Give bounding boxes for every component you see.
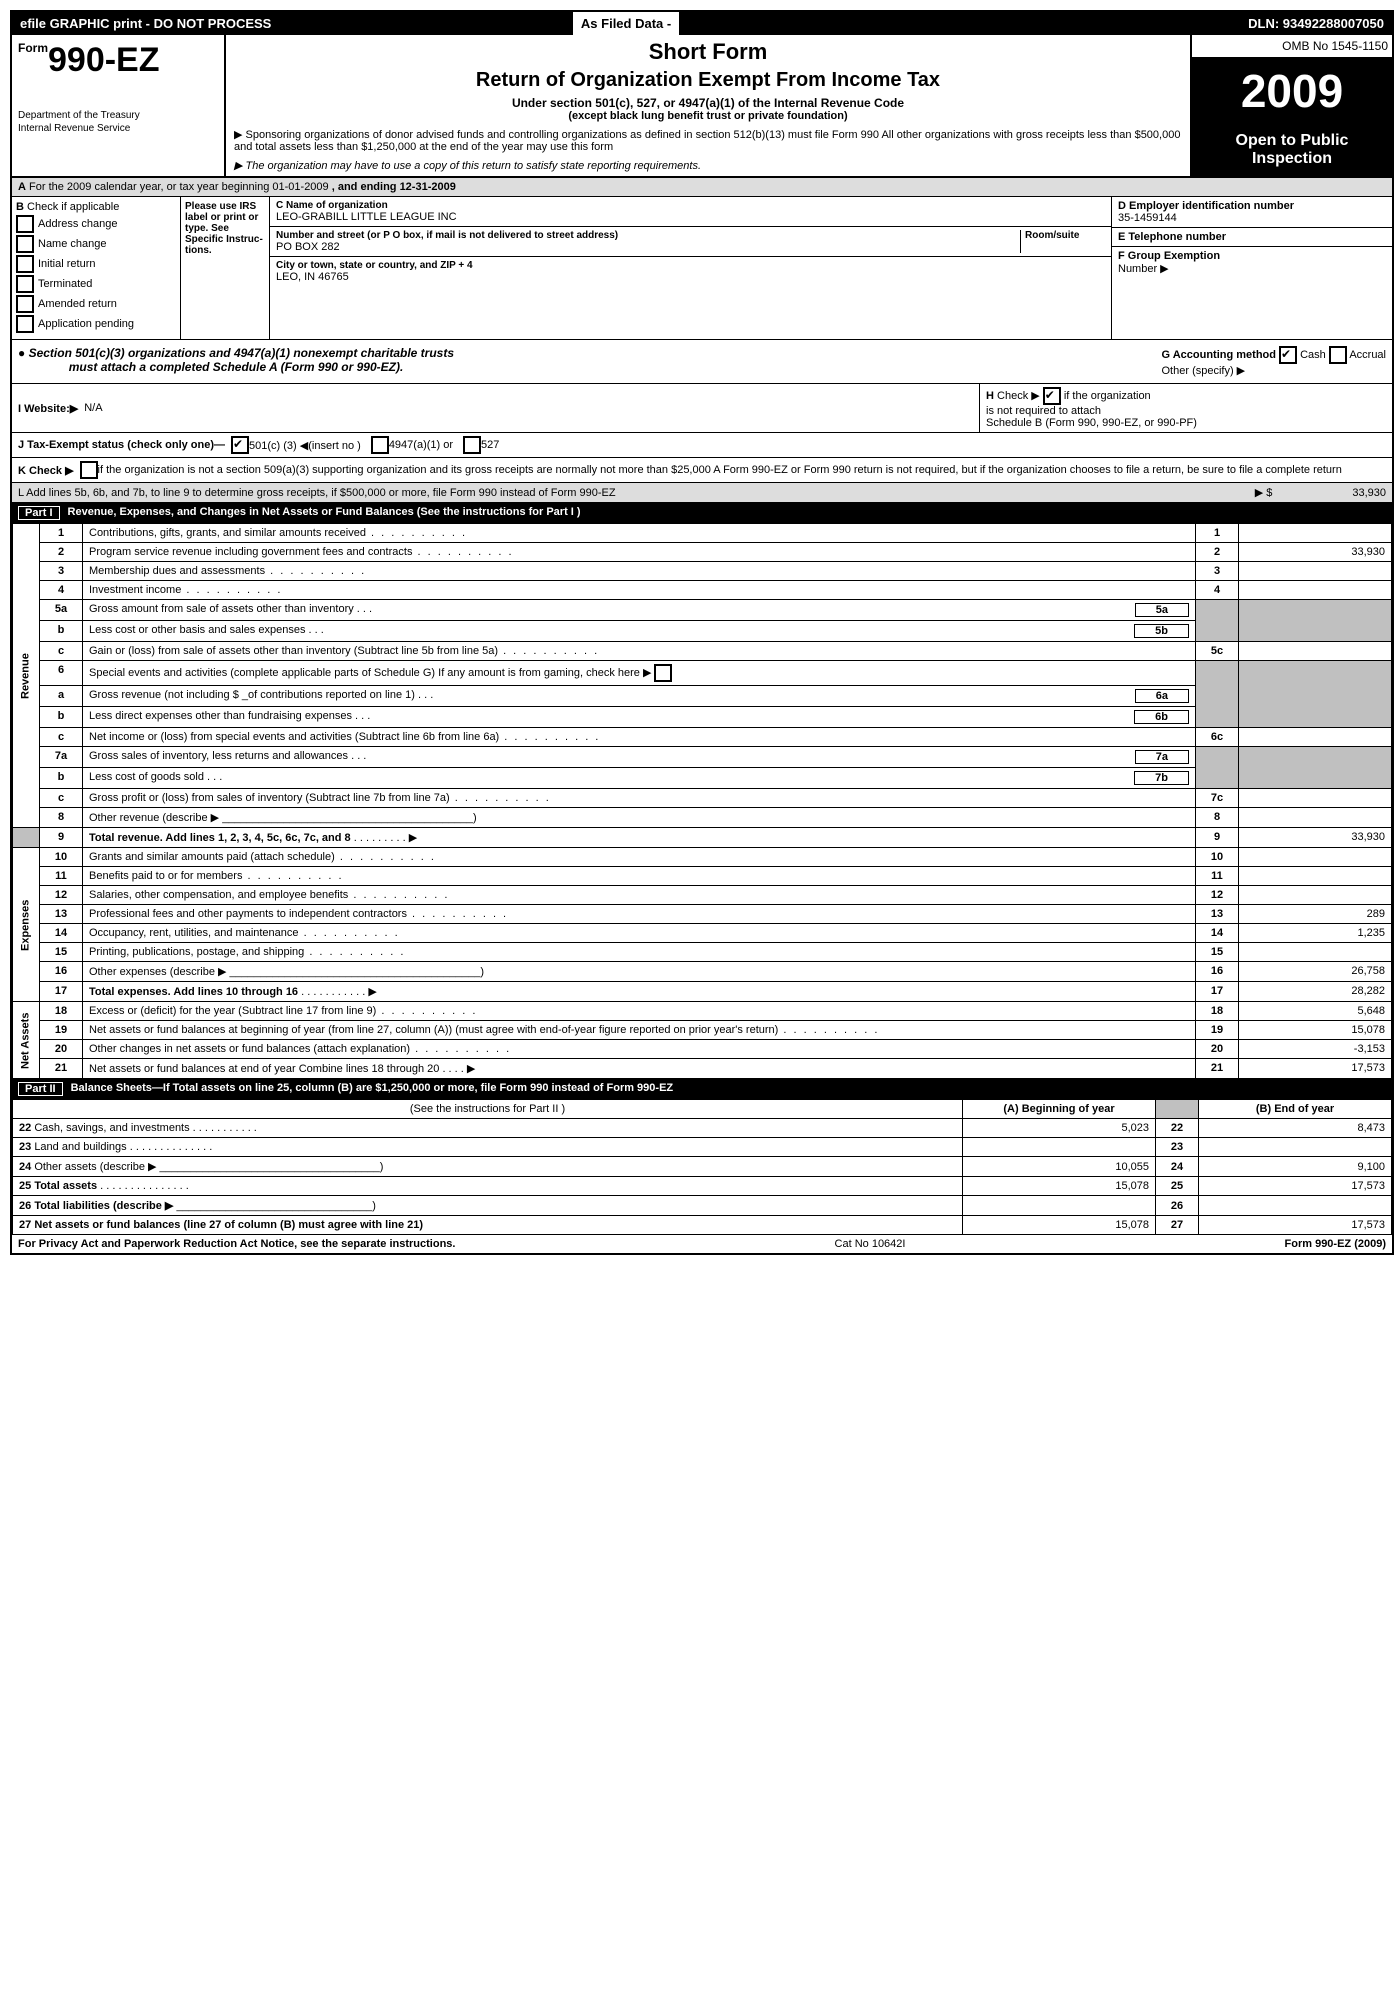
chk-h[interactable] [1043,387,1061,405]
sponsoring-text-2: ▶ The organization may have to use a cop… [234,159,1182,172]
dept2: Internal Revenue Service [18,123,218,134]
street: PO BOX 282 [276,241,1016,253]
subtitle-2: (except black lung benefit trust or priv… [234,110,1182,122]
top-middle: Short Form Return of Organization Exempt… [226,35,1190,176]
top-section: Form990-EZ Department of the Treasury In… [12,35,1392,178]
as-filed-label: As Filed Data - [573,12,679,35]
chk-initial-return[interactable]: Initial return [16,255,176,273]
city: LEO, IN 46765 [276,271,1105,283]
row-l: L Add lines 5b, 6b, and 7b, to line 9 to… [12,483,1392,503]
row-k: K Check ▶ if the organization is not a s… [12,458,1392,483]
form-number: Form990-EZ [18,41,218,80]
chk-amended[interactable]: Amended return [16,295,176,313]
chk-k[interactable] [80,461,98,479]
balance-sheet-table: (See the instructions for Part II )(A) B… [12,1099,1392,1235]
chk-501c[interactable] [231,436,249,454]
chk-name-change[interactable]: Name change [16,235,176,253]
header-bar: efile GRAPHIC print - DO NOT PROCESS As … [12,12,1392,35]
efile-label: efile GRAPHIC print - DO NOT PROCESS [12,12,573,35]
chk-accrual[interactable] [1329,346,1347,364]
part-2-header: Part II Balance Sheets—If Total assets o… [12,1079,1392,1099]
tax-year: 2009 [1192,58,1392,124]
ein: 35-1459144 [1118,212,1177,224]
chk-terminated[interactable]: Terminated [16,275,176,293]
col-d: D Employer identification number35-14591… [1111,197,1392,339]
omb-number: OMB No 1545-1150 [1192,35,1392,58]
row-i-website: I Website:▶ N/A [12,384,979,432]
row-h: H Check ▶ if the organization is not req… [979,384,1392,432]
form-990ez: efile GRAPHIC print - DO NOT PROCESS As … [10,10,1394,1255]
footer: For Privacy Act and Paperwork Reduction … [12,1235,1392,1253]
org-info: C Name of organization LEO-GRABILL LITTL… [270,197,1111,339]
open-public: Open to Public Inspection [1192,124,1392,176]
row-j: J Tax-Exempt status (check only one)— 50… [12,433,1392,458]
chk-address-change[interactable]: Address change [16,215,176,233]
chk-527[interactable] [463,436,481,454]
subtitle-1: Under section 501(c), 527, or 4947(a)(1)… [234,96,1182,110]
chk-cash[interactable] [1279,346,1297,364]
chk-gaming[interactable] [654,664,672,682]
section-b: B Check if applicable Address change Nam… [12,197,1392,340]
section-501c3: ● Section 501(c)(3) organizations and 49… [12,340,1392,384]
return-title: Return of Organization Exempt From Incom… [234,69,1182,92]
row-a: A For the 2009 calendar year, or tax yea… [12,178,1392,197]
top-left: Form990-EZ Department of the Treasury In… [12,35,226,176]
col-b-checkboxes: B Check if applicable Address change Nam… [12,197,181,339]
sponsoring-text-1: ▶ Sponsoring organizations of donor advi… [234,128,1182,153]
short-form-title: Short Form [234,39,1182,65]
dept1: Department of the Treasury [18,110,218,121]
org-name: LEO-GRABILL LITTLE LEAGUE INC [276,211,1105,223]
top-right: OMB No 1545-1150 2009 Open to Public Ins… [1190,35,1392,176]
accounting-method: G Accounting method Cash Accrual Other (… [1162,346,1387,377]
chk-pending[interactable]: Application pending [16,315,176,333]
part-1-header: Part I Revenue, Expenses, and Changes in… [12,503,1392,523]
dln-label: DLN: 93492288007050 [1240,12,1392,35]
part-1-table: Revenue 1Contributions, gifts, grants, a… [12,523,1392,1079]
please-use-irs: Please use IRS label or print or type. S… [181,197,270,339]
chk-4947[interactable] [371,436,389,454]
